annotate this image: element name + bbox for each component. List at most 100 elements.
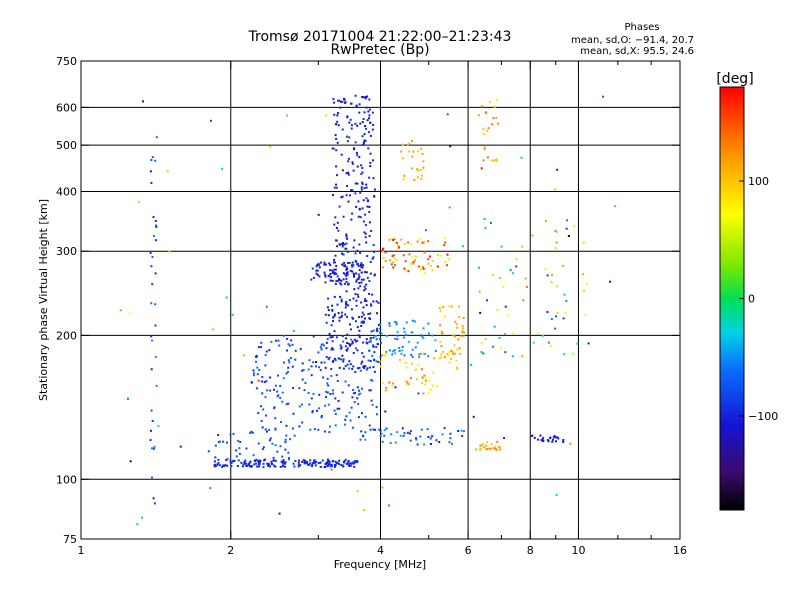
data-point <box>453 344 456 347</box>
data-point <box>344 313 347 316</box>
data-point <box>423 352 426 355</box>
data-point <box>416 443 419 446</box>
data-point <box>540 439 543 442</box>
data-point <box>318 266 321 269</box>
data-point <box>369 389 372 392</box>
data-point <box>325 390 328 393</box>
data-point <box>482 446 485 449</box>
data-point <box>427 392 430 394</box>
data-point <box>272 456 275 459</box>
data-point <box>486 129 489 132</box>
data-point <box>343 243 346 246</box>
data-point <box>337 400 340 402</box>
data-point <box>341 100 344 103</box>
data-point <box>459 335 462 338</box>
data-point <box>563 353 566 356</box>
data-point <box>562 441 565 443</box>
data-point <box>324 275 327 278</box>
data-point <box>544 219 547 222</box>
data-point <box>350 338 353 341</box>
data-point <box>345 337 348 340</box>
data-point <box>330 464 333 466</box>
data-point <box>348 299 351 302</box>
data-point <box>316 273 319 276</box>
data-point <box>352 272 355 275</box>
data-point <box>391 384 394 387</box>
data-point <box>347 304 350 307</box>
data-point <box>286 349 288 352</box>
data-point <box>408 340 411 343</box>
data-point <box>343 265 346 268</box>
data-point <box>362 355 365 358</box>
data-point <box>310 365 313 368</box>
data-point <box>268 439 271 442</box>
data-point <box>365 304 368 307</box>
data-point <box>321 459 324 462</box>
data-point <box>270 340 273 343</box>
data-point <box>229 433 232 436</box>
data-point <box>369 121 372 124</box>
data-point <box>352 297 355 300</box>
data-point <box>368 176 371 179</box>
data-point <box>312 393 315 395</box>
data-point <box>155 136 158 139</box>
data-point <box>414 255 417 258</box>
data-point <box>278 512 281 515</box>
data-point <box>345 349 348 352</box>
data-point <box>396 431 399 434</box>
data-point <box>347 460 350 462</box>
data-point <box>152 216 155 219</box>
data-point <box>154 303 157 306</box>
data-point <box>495 448 498 451</box>
data-point <box>365 338 368 341</box>
data-point <box>340 464 343 467</box>
data-point <box>248 463 251 466</box>
data-point <box>277 339 280 342</box>
data-point <box>149 252 152 254</box>
data-point <box>427 240 429 243</box>
data-point <box>342 461 345 464</box>
data-point <box>402 178 405 181</box>
data-point <box>421 382 423 385</box>
data-point <box>349 328 352 331</box>
data-point <box>356 339 359 342</box>
data-point <box>150 409 153 412</box>
data-point <box>359 216 362 219</box>
data-point <box>326 465 329 468</box>
data-point <box>379 435 382 437</box>
data-point <box>552 436 555 439</box>
data-point <box>345 242 348 245</box>
data-point <box>289 438 292 441</box>
data-point <box>452 333 455 336</box>
data-point <box>462 327 465 330</box>
data-point <box>362 313 365 316</box>
data-point <box>334 216 337 219</box>
data-point <box>522 299 525 302</box>
data-point <box>413 320 416 323</box>
data-point <box>369 428 372 431</box>
data-point <box>333 101 336 104</box>
data-point <box>151 447 153 450</box>
data-point <box>258 461 260 464</box>
data-point <box>355 280 358 283</box>
data-point <box>382 247 385 250</box>
data-point <box>254 462 257 465</box>
data-point <box>361 320 364 323</box>
data-point <box>269 389 272 392</box>
data-point <box>369 359 372 362</box>
data-point <box>350 124 353 127</box>
data-point <box>268 428 271 431</box>
data-point <box>536 438 539 441</box>
data-point <box>492 447 495 450</box>
data-point <box>364 224 367 227</box>
data-point <box>381 382 384 384</box>
data-point <box>255 458 258 461</box>
data-point <box>451 442 453 445</box>
data-point <box>418 356 421 359</box>
data-point <box>554 230 557 232</box>
data-point <box>262 466 265 469</box>
data-point <box>278 344 281 347</box>
data-point <box>377 301 380 304</box>
data-point <box>496 308 499 311</box>
data-point <box>313 428 316 431</box>
